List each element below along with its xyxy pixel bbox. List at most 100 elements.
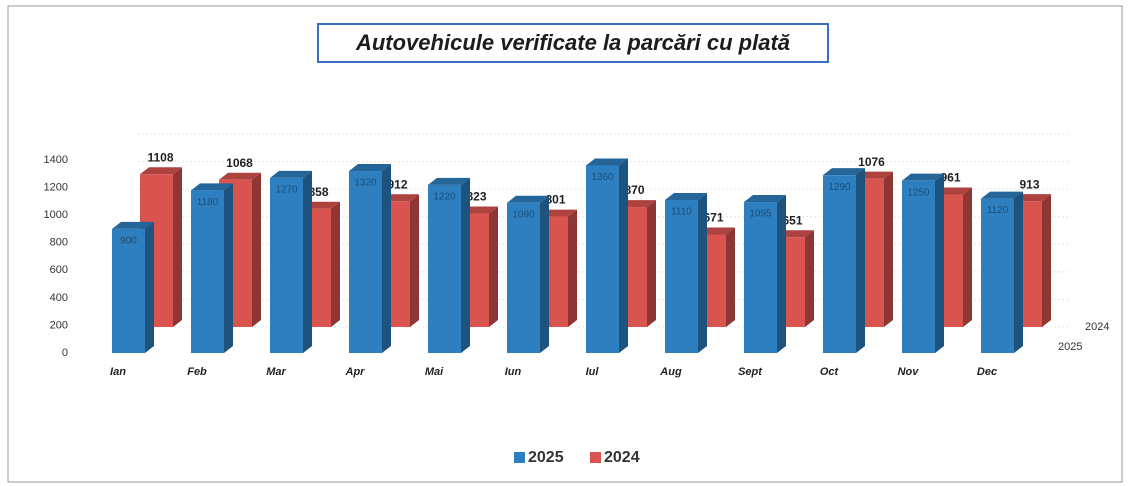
x-tick-label: Feb [187,366,207,378]
y-tick-label: 1000 [44,209,68,221]
bar [270,177,303,353]
bar [507,202,540,353]
legend-label: 2025 [528,449,564,466]
bar [902,180,935,353]
bar-side [489,206,498,327]
legend-swatch [590,452,601,463]
bar-top [586,158,628,166]
x-tick-label: Nov [898,366,920,378]
depth-label: 2024 [1085,321,1109,333]
value-label: 858 [308,185,328,199]
bar-side [461,177,470,353]
bar-top [823,168,865,176]
value-label: 1290 [828,182,851,193]
value-label: 1095 [749,209,772,220]
bar [823,175,856,353]
bar-top [507,195,549,203]
bar-side [698,192,707,353]
bar-top [981,191,1023,199]
value-label: 1110 [671,207,692,218]
bar [586,165,619,353]
value-label: 1090 [512,209,535,220]
value-label: 1108 [147,150,173,164]
value-label: 900 [120,236,137,247]
y-tick-label: 800 [50,237,68,249]
bar-top [902,173,944,181]
x-tick-label: Mar [266,366,286,378]
bar-side [303,170,312,353]
bar-top [112,221,154,229]
bar-side [331,201,340,327]
bar-side [856,168,865,353]
value-label: 912 [387,177,407,191]
x-tick-label: Iun [505,366,522,378]
x-tick-label: Iul [586,366,600,378]
y-tick-label: 1200 [44,181,68,193]
bar-side [1042,194,1051,327]
bar-side [935,173,944,353]
bar-side [224,183,233,353]
bar-side [540,195,549,353]
x-tick-label: Aug [659,366,682,378]
value-label: 1270 [275,185,298,196]
value-label: 651 [782,213,802,227]
value-label: 1076 [858,155,885,169]
bar-side [568,209,577,327]
x-tick-label: Mai [425,366,444,378]
chart-title: Autovehicule verificate la parcări cu pl… [355,30,790,55]
x-tick-label: Oct [820,366,840,378]
legend-label: 2024 [604,449,640,466]
bar-top [428,177,470,185]
bar-side [145,221,154,353]
bar [981,198,1014,353]
bar-side [1014,191,1023,353]
x-tick-label: Dec [977,366,997,378]
bar-side [884,171,893,327]
title-box [317,23,829,63]
bar [665,199,698,353]
value-label: 1250 [907,187,930,198]
x-tick-label: Ian [110,366,126,378]
y-tick-label: 200 [50,319,68,331]
bar [112,228,145,353]
y-tick-label: 1400 [44,154,68,166]
depth-label: 2025 [1058,341,1082,353]
bar-side [963,187,972,327]
y-tick-label: 600 [50,264,68,276]
x-tick-label: Apr [345,366,366,378]
bar-top [191,183,233,191]
bar-top [219,172,261,180]
bar [744,202,777,353]
bar-side [173,167,182,327]
legend-swatch [514,452,525,463]
bar-side [647,200,656,327]
bar-side [410,194,419,327]
bar-top [744,195,786,203]
bar [191,190,224,353]
value-label: 913 [1019,177,1039,191]
bar [349,171,382,353]
bar-top [349,164,391,172]
value-label: 801 [545,193,565,207]
value-label: 1220 [433,191,456,202]
value-label: 961 [940,171,960,185]
bar-side [726,227,735,327]
value-label: 1320 [354,178,377,189]
x-tick-label: Sept [738,366,763,378]
bar-side [805,230,814,327]
bar-top [140,167,182,175]
value-label: 823 [466,190,486,204]
y-tick-label: 0 [62,347,68,359]
bar-side [777,195,786,353]
value-label: 1180 [197,197,219,208]
bar-side [382,164,391,353]
value-label: 870 [624,183,644,197]
y-tick-label: 400 [50,292,68,304]
bar-side [619,158,628,353]
value-label: 1120 [987,205,1009,216]
value-label: 1068 [226,156,253,170]
bar [428,184,461,353]
value-label: 1360 [591,172,614,183]
bar-side [252,172,261,327]
